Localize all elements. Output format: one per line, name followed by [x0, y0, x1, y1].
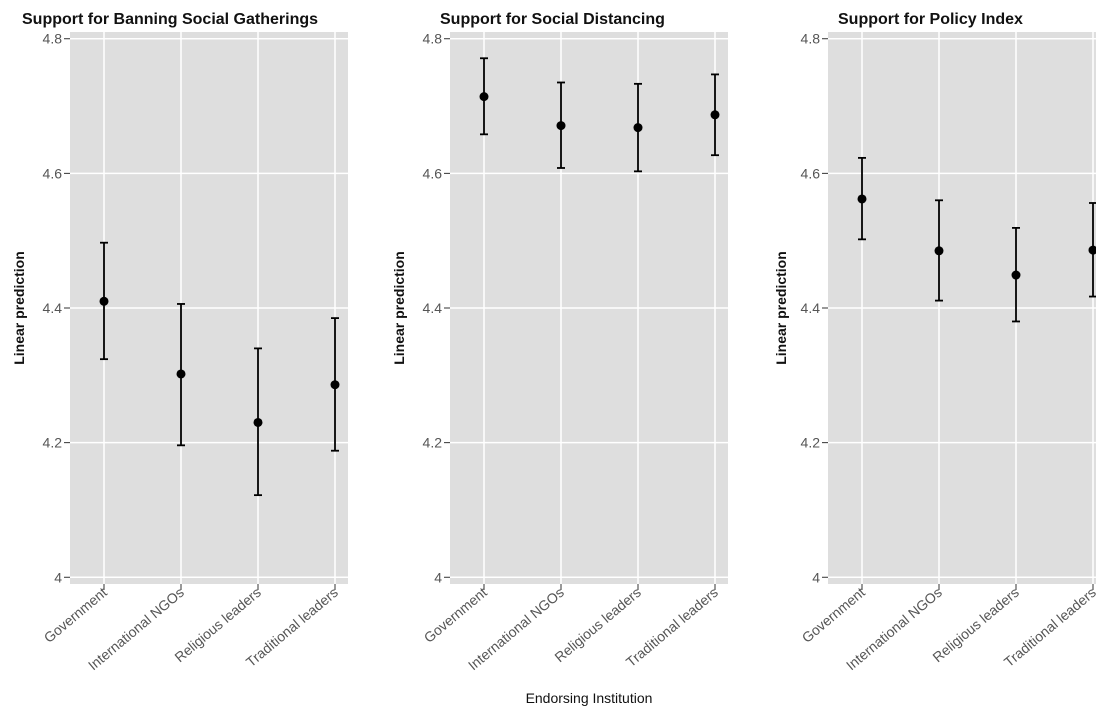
y-tick-label: 4.4: [43, 300, 63, 316]
x-axis-label: Endorsing Institution: [526, 690, 653, 706]
y-axis-label: Linear prediction: [391, 251, 407, 365]
y-tick-label: 4.4: [801, 300, 821, 316]
y-tick-label: 4.2: [423, 435, 443, 451]
y-tick-label: 4.2: [43, 435, 63, 451]
y-tick-label: 4: [812, 569, 820, 585]
y-tick-label: 4: [434, 569, 442, 585]
data-point: [633, 123, 643, 133]
y-axis-label: Linear prediction: [11, 251, 27, 365]
y-tick-label: 4.6: [801, 165, 821, 181]
x-tick-label: Government: [421, 584, 490, 646]
data-point: [99, 296, 109, 306]
data-point: [330, 380, 340, 390]
data-point: [176, 369, 186, 379]
panel-title: Support for Banning Social Gatherings: [22, 11, 318, 28]
data-point: [1088, 245, 1096, 255]
y-tick-label: 4.6: [43, 165, 63, 181]
x-tick-label: Government: [41, 584, 110, 646]
data-point: [1011, 270, 1021, 280]
y-tick-label: 4.8: [423, 31, 443, 47]
panel-title: Support for Policy Index: [838, 11, 1023, 28]
data-point: [253, 417, 263, 427]
data-point: [479, 92, 489, 102]
y-tick-label: 4.8: [43, 31, 63, 47]
y-tick-label: 4: [54, 569, 62, 585]
data-point: [857, 194, 867, 204]
y-tick-label: 4.2: [801, 435, 821, 451]
data-point: [710, 110, 720, 120]
x-tick-label: Government: [799, 584, 868, 646]
data-point: [934, 246, 944, 256]
data-point: [556, 121, 566, 131]
panel-title: Support for Social Distancing: [440, 11, 665, 28]
y-axis-label: Linear prediction: [773, 251, 789, 365]
y-tick-label: 4.4: [423, 300, 443, 316]
y-tick-label: 4.8: [801, 31, 821, 47]
y-tick-label: 4.6: [423, 165, 443, 181]
